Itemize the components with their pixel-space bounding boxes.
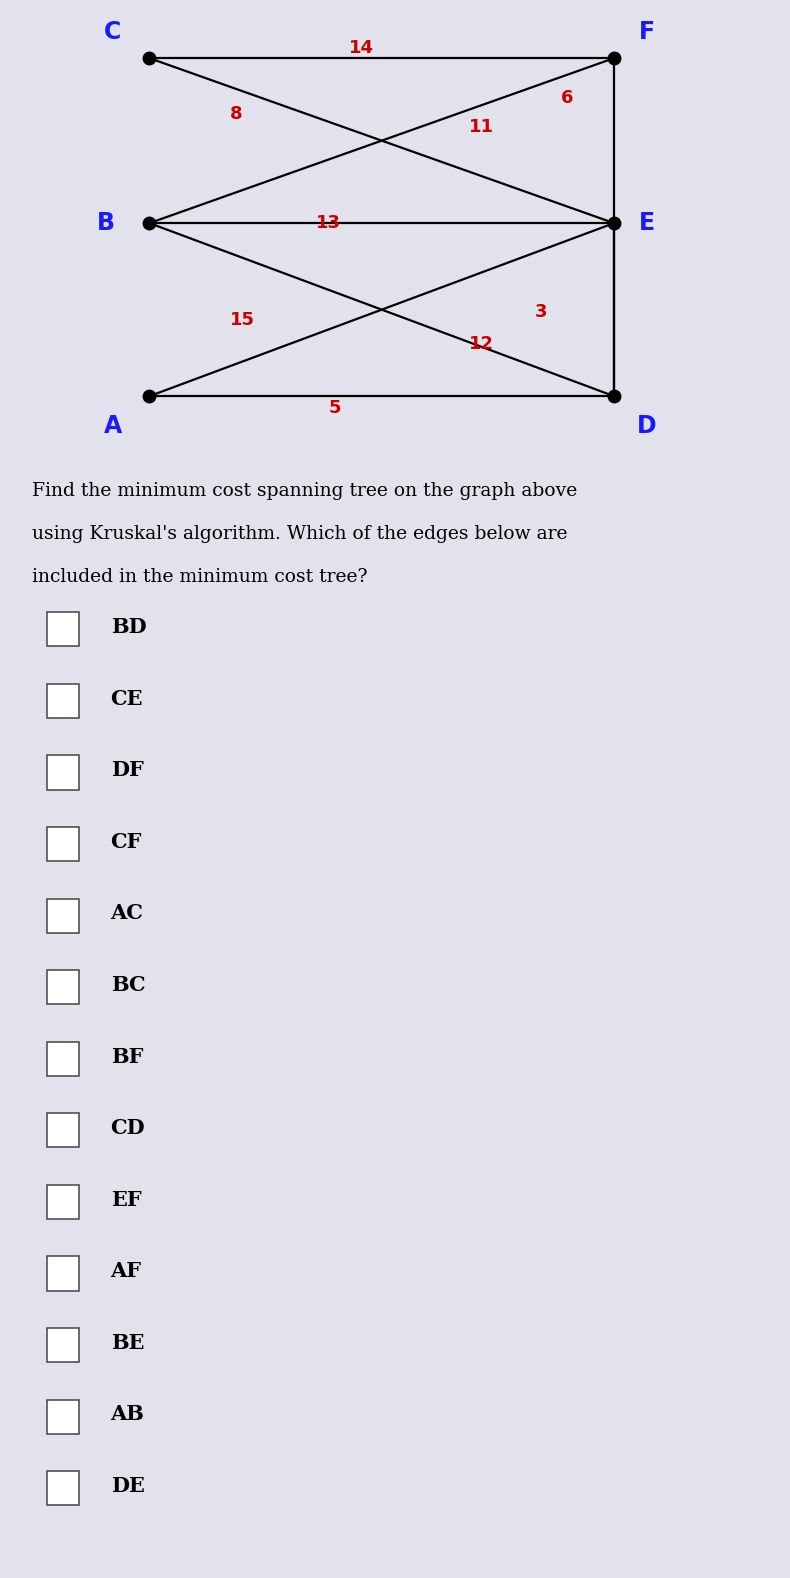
Text: BF: BF (111, 1046, 143, 1067)
Text: E: E (639, 211, 655, 235)
Text: using Kruskal's algorithm. Which of the edges below are: using Kruskal's algorithm. Which of the … (32, 525, 567, 543)
Text: CF: CF (111, 832, 142, 852)
FancyBboxPatch shape (47, 1471, 79, 1505)
FancyBboxPatch shape (47, 1329, 79, 1362)
FancyBboxPatch shape (47, 898, 79, 933)
FancyBboxPatch shape (47, 1114, 79, 1147)
Text: C: C (104, 21, 122, 44)
Text: AF: AF (111, 1261, 141, 1281)
Text: 15: 15 (230, 311, 255, 328)
Text: D: D (638, 415, 657, 439)
Text: DF: DF (111, 761, 143, 780)
Text: CD: CD (111, 1119, 145, 1138)
Text: 6: 6 (561, 90, 574, 107)
Text: AB: AB (111, 1404, 145, 1425)
Text: 8: 8 (229, 106, 242, 123)
FancyBboxPatch shape (47, 1400, 79, 1434)
Text: CE: CE (111, 688, 143, 709)
FancyBboxPatch shape (47, 1256, 79, 1291)
Text: DE: DE (111, 1475, 145, 1496)
Text: BC: BC (111, 975, 145, 994)
Text: BD: BD (111, 617, 146, 638)
Text: 12: 12 (468, 335, 494, 353)
Text: EF: EF (111, 1190, 141, 1210)
Text: Find the minimum cost spanning tree on the graph above: Find the minimum cost spanning tree on t… (32, 481, 577, 500)
Text: 5: 5 (329, 399, 341, 417)
FancyBboxPatch shape (47, 612, 79, 647)
Text: 3: 3 (535, 303, 547, 320)
Text: B: B (97, 211, 115, 235)
FancyBboxPatch shape (47, 1041, 79, 1076)
FancyBboxPatch shape (47, 683, 79, 718)
Text: 14: 14 (349, 39, 374, 57)
FancyBboxPatch shape (47, 1185, 79, 1218)
Text: F: F (639, 21, 655, 44)
FancyBboxPatch shape (47, 756, 79, 789)
Text: BE: BE (111, 1333, 144, 1352)
FancyBboxPatch shape (47, 970, 79, 1004)
Text: AC: AC (111, 903, 144, 923)
Text: 11: 11 (468, 117, 494, 136)
Text: 13: 13 (316, 215, 341, 232)
Text: included in the minimum cost tree?: included in the minimum cost tree? (32, 568, 367, 585)
Text: A: A (103, 415, 122, 439)
FancyBboxPatch shape (47, 827, 79, 862)
